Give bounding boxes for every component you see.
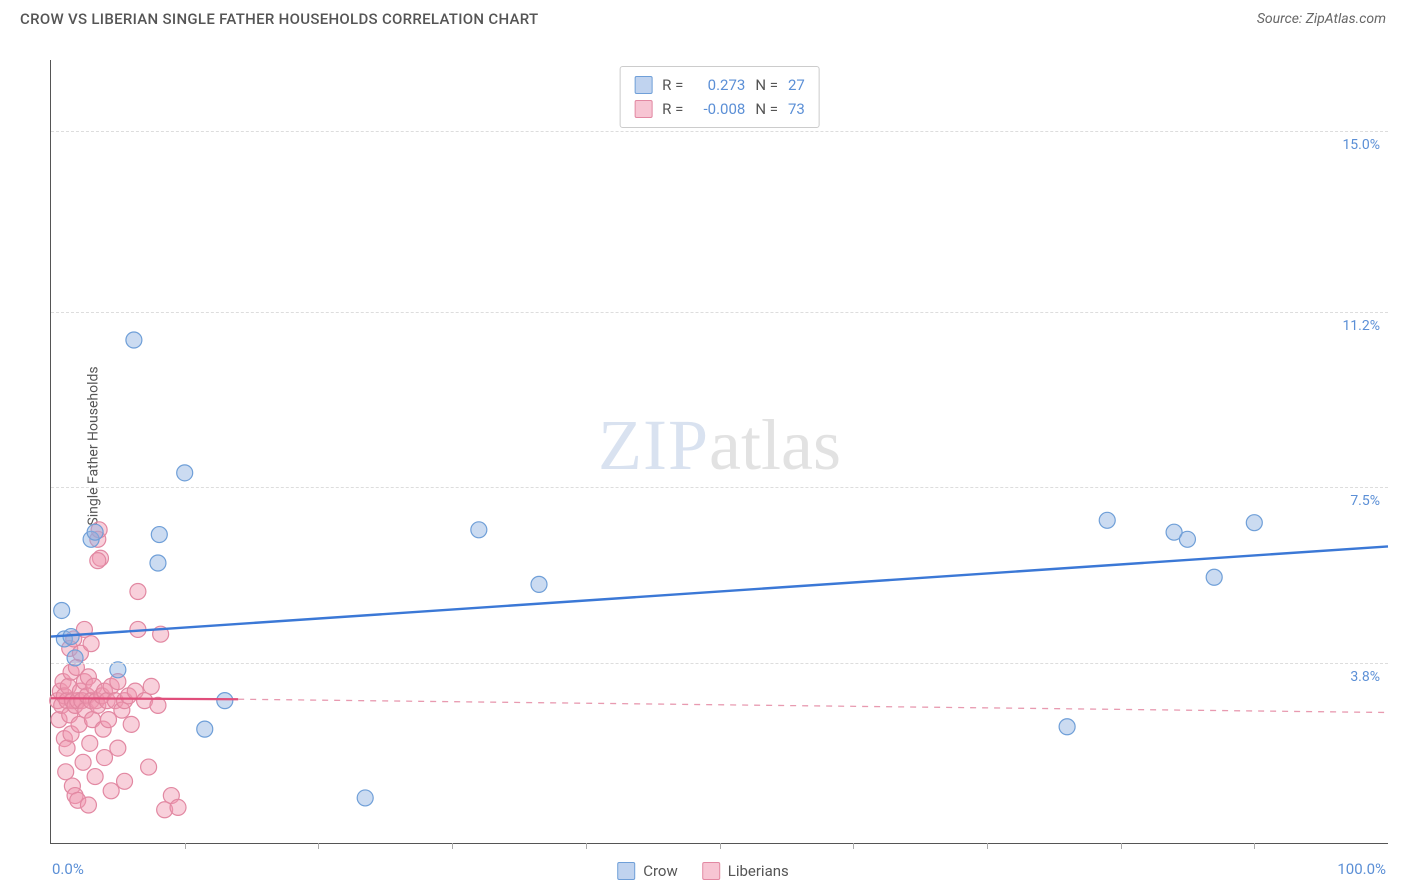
legend-item-liberians: Liberians [702,862,789,880]
gridline [51,312,1388,313]
data-point [143,678,159,694]
data-point [1246,515,1262,531]
data-point [1059,719,1075,735]
plot-svg [51,60,1388,843]
data-point [90,553,106,569]
data-point [357,790,373,806]
plot-region: ZIPatlas R = 0.273 N = 27 R = -0.008 N =… [50,60,1388,844]
trend-line [51,698,238,699]
swatch-crow [617,862,635,880]
data-point [110,740,126,756]
data-point [117,773,133,789]
data-point [110,662,126,678]
legend-r-crow: 0.273 [693,73,745,97]
data-point [151,527,167,543]
data-point [59,740,75,756]
legend-label-liberians: Liberians [728,862,789,880]
x-axis-max: 100.0% [1337,860,1386,878]
data-point [103,783,119,799]
legend-n-liberians: 73 [788,97,805,121]
data-point [130,583,146,599]
x-tick [452,843,453,849]
data-point [1206,569,1222,585]
y-tick-label: 11.2% [1342,318,1380,334]
chart-source: Source: ZipAtlas.com [1257,11,1386,27]
x-axis-min: 0.0% [52,860,84,878]
x-tick [586,843,587,849]
legend-item-crow: Crow [617,862,678,880]
y-tick-label: 7.5% [1350,493,1380,509]
data-point [123,716,139,732]
data-point [87,769,103,785]
x-tick [987,843,988,849]
data-point [471,522,487,538]
data-point [177,465,193,481]
swatch-liberians [634,100,652,118]
x-tick [720,843,721,849]
data-point [197,721,213,737]
data-point [1179,531,1195,547]
legend-label-crow: Crow [643,862,678,880]
data-point [82,735,98,751]
legend-row-liberians: R = -0.008 N = 73 [634,97,805,121]
trend-line [238,699,1388,712]
data-point [170,799,186,815]
gridline [51,487,1388,488]
gridline [51,131,1388,132]
x-tick [185,843,186,849]
legend-row-crow: R = 0.273 N = 27 [634,73,805,97]
legend-correlation: R = 0.273 N = 27 R = -0.008 N = 73 [619,66,820,128]
legend-n-label: N = [755,73,778,97]
chart-area: ZIPatlas R = 0.273 N = 27 R = -0.008 N =… [50,60,1388,844]
legend-n-label: N = [755,97,778,121]
data-point [87,524,103,540]
data-point [58,764,74,780]
data-point [100,712,116,728]
x-tick [853,843,854,849]
data-point [80,797,96,813]
y-tick-label: 15.0% [1342,137,1380,153]
data-point [83,636,99,652]
data-point [1099,512,1115,528]
legend-r-label: R = [662,73,683,97]
x-tick [1121,843,1122,849]
x-tick [1254,843,1255,849]
gridline [51,663,1388,664]
legend-n-crow: 27 [788,73,805,97]
data-point [150,555,166,571]
data-point [96,750,112,766]
swatch-crow [634,76,652,94]
data-point [126,332,142,348]
chart-title: CROW VS LIBERIAN SINGLE FATHER HOUSEHOLD… [20,10,538,28]
swatch-liberians [702,862,720,880]
chart-header: CROW VS LIBERIAN SINGLE FATHER HOUSEHOLD… [0,0,1406,34]
data-point [217,693,233,709]
legend-series: Crow Liberians [617,862,789,880]
x-tick [318,843,319,849]
data-point [75,754,91,770]
trend-line [51,546,1388,636]
legend-r-label: R = [662,97,683,121]
data-point [531,576,547,592]
legend-r-liberians: -0.008 [693,97,745,121]
data-point [54,602,70,618]
y-tick-label: 3.8% [1350,669,1380,685]
data-point [141,759,157,775]
